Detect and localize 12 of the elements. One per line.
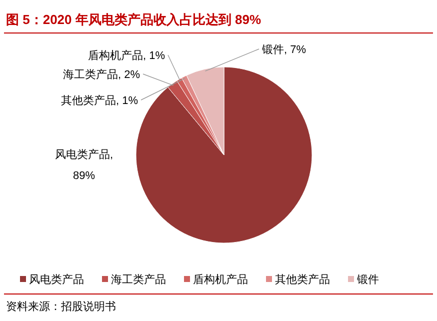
text: 资料来源：招股说明书 (6, 300, 116, 313)
legend-label: 风电类产品 (29, 273, 84, 286)
legend-label: 锻件 (356, 274, 379, 286)
data-label: 盾构机产品, 1% (88, 49, 166, 62)
legend-label: 海工类产品 (111, 273, 166, 286)
data-label: 海工类产品, 2% (62, 68, 140, 81)
legend-label: 其他类产品 (275, 273, 330, 286)
chart-title: 图 5：2020 年风电类产品收入占比达到 89% (6, 12, 262, 27)
data-label: 其他类产品, 1% (60, 94, 138, 107)
legend-label: 盾构机产品 (193, 273, 248, 286)
data-label: 锻件, 7% (261, 44, 306, 56)
data-label: 风电类产品, 89% (54, 148, 114, 182)
